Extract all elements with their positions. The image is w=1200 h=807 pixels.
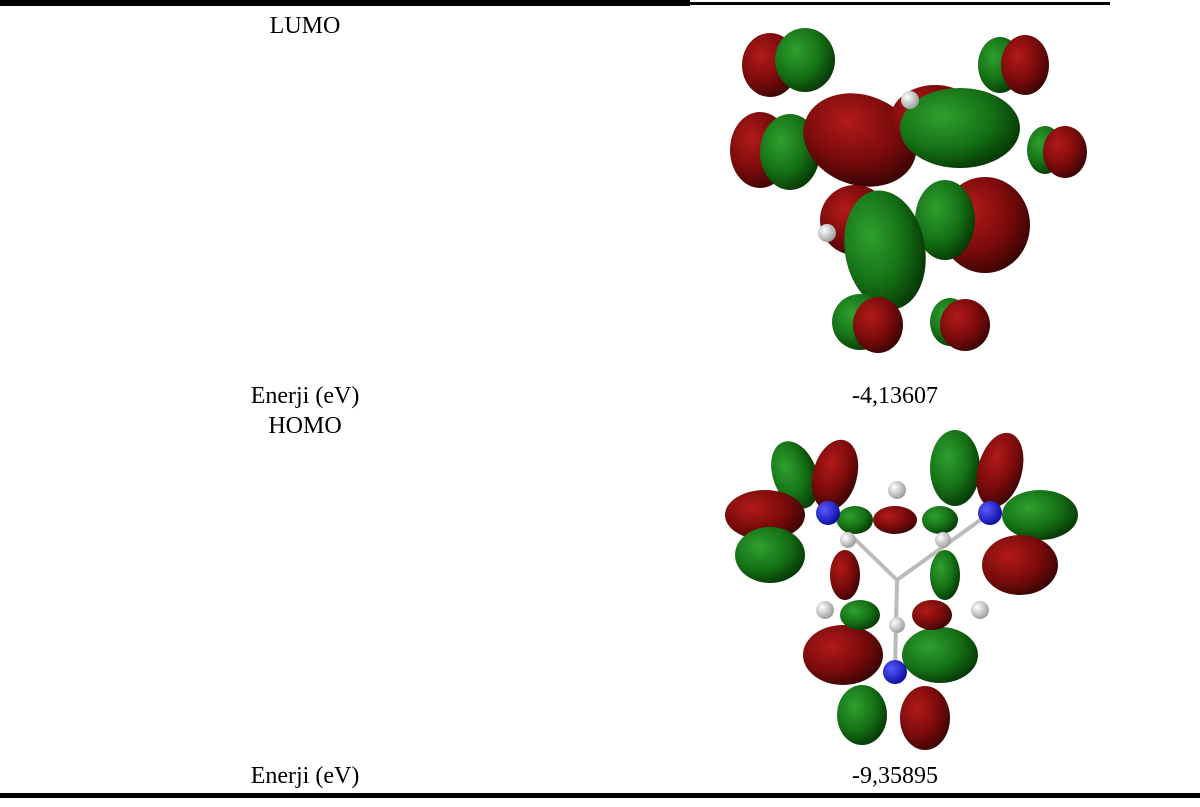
orbital-images — [0, 0, 1200, 807]
homo-image — [725, 428, 1078, 750]
page: LUMO Enerji (eV) -4,13607 HOMO Enerji (e… — [0, 0, 1200, 807]
lumo-image — [730, 28, 1087, 353]
